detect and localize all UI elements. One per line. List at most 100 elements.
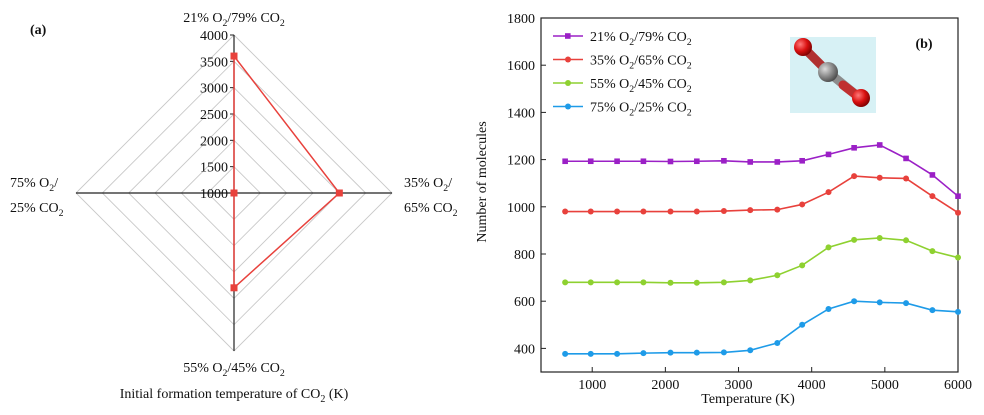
y-tick-label: 1600 [507,59,535,74]
radar-tick-label: 2000 [200,134,228,149]
plot-frame [540,17,959,373]
data-point [774,339,781,346]
radar-point [335,189,343,197]
x-tick-label: 1000 [578,378,606,393]
y-tick-label: 800 [514,248,535,263]
legend-item: 55% O2/45% CO2 [553,77,692,95]
x-tick-label: 4000 [798,378,826,393]
radar-axis-label-left: 75% O2/ [10,176,58,194]
legend-marker [565,103,571,110]
data-point [667,208,674,215]
data-point [903,155,909,162]
data-point [614,279,621,286]
data-point [799,201,806,208]
data-point [774,206,781,213]
data-point [876,299,883,306]
line-series [562,142,961,357]
series [562,298,961,357]
y-tick-label: 600 [514,295,535,310]
legend-item: 35% O2/65% CO2 [553,54,692,72]
data-point [747,347,754,354]
data-point [667,279,674,286]
legend-label: 21% O2/79% CO2 [590,30,692,48]
data-point [720,208,727,215]
oxygen-atom-2 [852,89,870,107]
panel-a-label: (a) [30,23,47,38]
data-point [747,159,754,165]
data-point [720,349,727,356]
radar-axis-label-top: 21% O2/79% CO2 [183,11,285,29]
data-point [614,208,621,215]
y-tick-label: 1800 [507,12,535,27]
data-point [774,272,781,279]
legend-marker [565,33,571,39]
radar-point [230,189,238,197]
series [562,234,961,286]
legend-item: 21% O2/79% CO2 [553,30,692,48]
data-point [851,173,858,180]
data-point [929,193,936,200]
data-point [851,298,858,305]
data-point [825,305,832,312]
legend: 21% O2/79% CO2 35% O2/65% CO2 55% O2/45% C… [553,30,692,119]
radar-tick-label: 3000 [200,82,228,97]
y-tick-label: 1400 [507,106,535,121]
data-point [562,279,569,286]
axis-ticks: 1000 2000 3000 4000 5000 6000 400 600 800 1000 120… [507,12,972,393]
x-tick-label: 5000 [871,378,899,393]
co2-molecule-icon [790,37,876,113]
data-point [929,248,936,255]
y-tick-label: 1000 [507,201,535,216]
data-point [955,254,961,261]
legend-item: 75% O2/25% CO2 [553,101,692,119]
data-point [720,279,727,286]
data-point [851,145,857,151]
radar-axis-label-left: 25% CO2 [10,201,64,219]
data-point [667,158,674,165]
data-point [955,308,961,315]
data-point [903,175,910,182]
radar-tick-label: 3500 [200,55,228,70]
legend-marker [565,56,571,63]
data-point [587,158,594,165]
data-point [825,189,832,196]
data-point [825,244,832,251]
x-tick-label: 2000 [651,378,679,393]
radar-axis-label-bottom: 55% O2/45% CO2 [183,361,285,379]
series-line [565,237,959,284]
radar-tick-label: 2500 [200,108,228,123]
legend-label: 75% O2/25% CO2 [590,101,692,119]
data-point [825,151,832,158]
data-point [799,262,806,269]
data-point [799,157,805,164]
x-axis-title: Temperature (K) [701,392,795,407]
radar-series-line [233,53,341,290]
data-point [562,158,568,165]
data-point [955,209,961,216]
data-point [903,300,910,307]
data-point [562,208,569,215]
series-line [565,300,959,355]
radar-tick-label: 4000 [200,29,228,44]
data-point [876,174,883,181]
carbon-atom [818,62,838,82]
radar-axis-label-right: 35% O2/ [404,176,452,194]
data-point [747,277,754,284]
data-point [694,158,700,165]
data-point [929,307,936,314]
data-point [640,208,647,215]
y-tick-label: 400 [514,342,535,357]
data-point [640,158,647,165]
legend-marker [565,80,571,86]
x-tick-label: 3000 [725,378,753,393]
data-point [693,279,700,286]
data-point [876,234,883,241]
series-line [565,175,959,214]
radar-axis-labels: 21% O2/79% CO2 55% O2/45% CO2 35% O2/65% C… [10,11,458,379]
data-point [614,158,620,165]
radar-point [230,284,238,292]
data-point [640,279,647,286]
data-point [799,321,806,328]
y-axis-title: Number of molecules [475,121,490,242]
